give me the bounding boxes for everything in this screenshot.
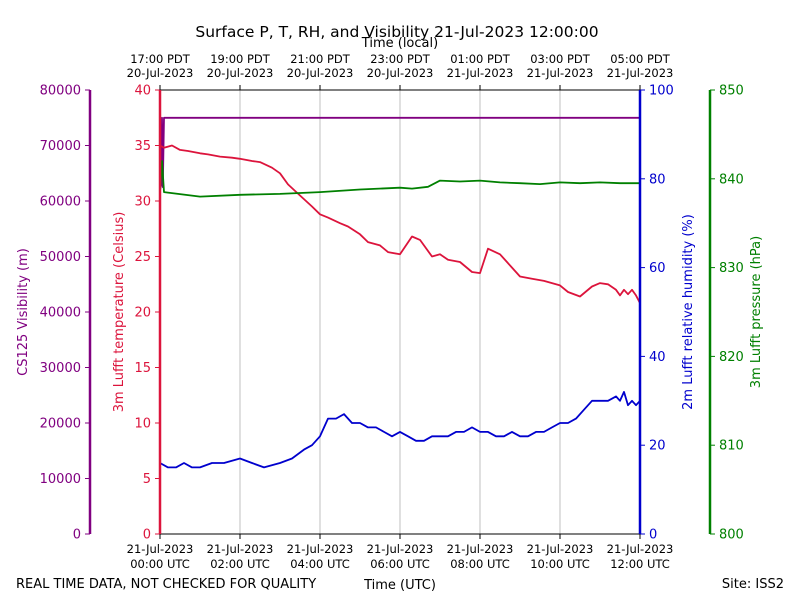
series-line-pressure: [159, 160, 640, 198]
top-tick-label: 21:00 PDT: [290, 52, 351, 66]
top-axis-label: Time (local): [361, 36, 438, 51]
bottom-tick-label: 21-Jul-2023: [127, 542, 194, 556]
y-tick-label-rh: 0: [649, 528, 657, 543]
bottom-tick-label: 21-Jul-2023: [207, 542, 274, 556]
y-axis-label-pressure: 3m Lufft pressure (hPa): [749, 236, 764, 388]
bottom-tick-label: 00:00 UTC: [130, 557, 190, 571]
y-tick-label-visibility: 20000: [40, 417, 81, 432]
y-tick-label-rh: 80: [649, 172, 666, 187]
y-tick-label-visibility: 30000: [40, 361, 81, 376]
y-tick-label-pressure: 830: [719, 261, 744, 276]
bottom-tick-label: 21-Jul-2023: [447, 542, 514, 556]
y-tick-label-temperature: 30: [134, 195, 151, 210]
y-tick-label-temperature: 10: [134, 417, 151, 432]
series-line-rh: [159, 390, 641, 469]
bottom-tick-label: 06:00 UTC: [370, 557, 430, 571]
top-tick-label: 01:00 PDT: [450, 52, 511, 66]
footer-site-label: Site: ISS2: [722, 577, 784, 592]
top-tick-label: 20-Jul-2023: [367, 66, 434, 80]
y-tick-label-visibility: 10000: [40, 472, 81, 487]
top-tick-label: 21-Jul-2023: [527, 66, 594, 80]
y-tick-label-temperature: 20: [134, 306, 151, 321]
y-tick-label-visibility: 0: [73, 528, 81, 543]
y-tick-label-visibility: 80000: [40, 84, 81, 99]
y-tick-label-temperature: 25: [134, 250, 151, 265]
top-tick-label: 05:00 PDT: [610, 52, 671, 66]
bottom-tick-label: 21-Jul-2023: [367, 542, 434, 556]
y-tick-label-temperature: 40: [134, 84, 151, 99]
y-tick-label-rh: 60: [649, 261, 666, 276]
y-axis-label-rh: 2m Lufft relative humidity (%): [681, 214, 696, 410]
bottom-tick-label: 10:00 UTC: [530, 557, 590, 571]
y-tick-label-pressure: 820: [719, 350, 744, 365]
y-tick-label-visibility: 50000: [40, 250, 81, 265]
series-line-temperature: [159, 144, 641, 304]
bottom-tick-label: 21-Jul-2023: [607, 542, 674, 556]
y-tick-label-pressure: 800: [719, 528, 744, 543]
y-tick-label-pressure: 840: [719, 172, 744, 187]
footer-quality-note: REAL TIME DATA, NOT CHECKED FOR QUALITY: [16, 577, 316, 592]
y-tick-label-visibility: 60000: [40, 195, 81, 210]
y-tick-label-visibility: 70000: [40, 139, 81, 154]
y-tick-label-pressure: 810: [719, 439, 744, 454]
y-axis-label-temperature: 3m Lufft temperature (Celsius): [112, 212, 127, 413]
top-tick-label: 20-Jul-2023: [287, 66, 354, 80]
y-tick-label-rh: 40: [649, 350, 666, 365]
top-tick-label: 17:00 PDT: [130, 52, 191, 66]
bottom-axis-label: Time (UTC): [363, 578, 436, 593]
y-tick-label-pressure: 850: [719, 84, 744, 99]
chart-title: Surface P, T, RH, and Visibility 21-Jul-…: [195, 23, 598, 41]
y-tick-label-temperature: 15: [134, 361, 151, 376]
bottom-tick-label: 08:00 UTC: [450, 557, 510, 571]
y-tick-label-temperature: 35: [134, 139, 151, 154]
top-tick-label: 20-Jul-2023: [127, 66, 194, 80]
y-tick-label-temperature: 0: [143, 528, 151, 543]
y-tick-label-rh: 100: [649, 84, 674, 99]
y-tick-label-rh: 20: [649, 439, 666, 454]
bottom-tick-label: 04:00 UTC: [290, 557, 350, 571]
top-tick-label: 23:00 PDT: [370, 52, 431, 66]
bottom-tick-label: 12:00 UTC: [610, 557, 670, 571]
y-tick-label-visibility: 40000: [40, 306, 81, 321]
bottom-tick-label: 02:00 UTC: [210, 557, 270, 571]
bottom-tick-label: 21-Jul-2023: [527, 542, 594, 556]
top-tick-label: 03:00 PDT: [530, 52, 591, 66]
bottom-tick-label: 21-Jul-2023: [287, 542, 354, 556]
y-axis-label-visibility: CS125 Visibility (m): [16, 248, 31, 376]
top-tick-label: 21-Jul-2023: [607, 66, 674, 80]
top-tick-label: 20-Jul-2023: [207, 66, 274, 80]
top-tick-label: 19:00 PDT: [210, 52, 271, 66]
y-tick-label-temperature: 5: [143, 472, 151, 487]
top-tick-label: 21-Jul-2023: [447, 66, 514, 80]
